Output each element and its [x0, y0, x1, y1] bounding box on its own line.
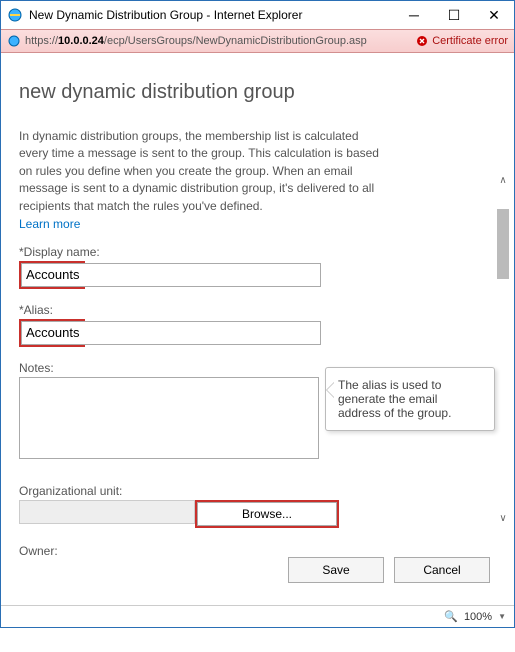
scrollbar[interactable]: ∧ ∨: [496, 173, 510, 525]
learn-more-link[interactable]: Learn more: [19, 217, 80, 231]
page-content: new dynamic distribution group In dynami…: [1, 53, 514, 605]
close-button[interactable]: ✕: [474, 1, 514, 29]
scroll-up-icon[interactable]: ∧: [496, 173, 510, 187]
cancel-button[interactable]: Cancel: [394, 557, 490, 583]
window: New Dynamic Distribution Group - Interne…: [0, 0, 515, 628]
minimize-button[interactable]: ─: [394, 1, 434, 29]
description-text: In dynamic distribution groups, the memb…: [19, 128, 379, 215]
zoom-dropdown-icon[interactable]: ▼: [498, 612, 506, 621]
cert-error-icon: [416, 35, 428, 47]
browse-highlight: Browse...: [195, 500, 339, 528]
scroll-down-icon[interactable]: ∨: [496, 511, 510, 525]
notes-textarea[interactable]: [19, 377, 319, 459]
save-button[interactable]: Save: [288, 557, 384, 583]
window-title: New Dynamic Distribution Group - Interne…: [29, 8, 394, 22]
zoom-icon[interactable]: 🔍: [444, 610, 458, 623]
url-host: 10.0.0.24: [58, 35, 104, 47]
window-controls: ─ ☐ ✕: [394, 1, 514, 29]
display-name-highlight: [19, 261, 85, 289]
scroll-thumb[interactable]: [497, 209, 509, 279]
org-unit-label: Organizational unit:: [19, 484, 496, 498]
org-unit-value: [19, 500, 195, 524]
alias-tooltip: The alias is used to generate the email …: [325, 367, 495, 431]
url-scheme: https://: [25, 35, 58, 47]
cert-error-text: Certificate error: [432, 35, 508, 47]
zoom-level: 100%: [464, 611, 492, 623]
page-title: new dynamic distribution group: [19, 81, 496, 104]
display-name-label: *Display name:: [19, 245, 496, 259]
titlebar: New Dynamic Distribution Group - Interne…: [1, 1, 514, 29]
url-text[interactable]: https://10.0.0.24/ecp/UsersGroups/NewDyn…: [25, 35, 416, 47]
maximize-button[interactable]: ☐: [434, 1, 474, 29]
alias-highlight: [19, 319, 85, 347]
ie-badge-icon: [7, 34, 21, 48]
address-bar: https://10.0.0.24/ecp/UsersGroups/NewDyn…: [1, 29, 514, 53]
browse-button[interactable]: Browse...: [197, 502, 337, 526]
alias-tooltip-text: The alias is used to generate the email …: [338, 378, 451, 420]
owner-label: Owner:: [19, 544, 496, 558]
url-path: /ecp/UsersGroups/NewDynamicDistributionG…: [104, 35, 367, 47]
display-name-input[interactable]: [21, 263, 321, 287]
footer-buttons: Save Cancel: [288, 557, 490, 583]
alias-input[interactable]: [21, 321, 321, 345]
org-unit-row: Browse...: [19, 500, 339, 528]
alias-label: *Alias:: [19, 303, 496, 317]
certificate-error[interactable]: Certificate error: [416, 35, 508, 47]
status-bar: 🔍 100% ▼: [1, 605, 514, 627]
ie-icon: [7, 7, 23, 23]
